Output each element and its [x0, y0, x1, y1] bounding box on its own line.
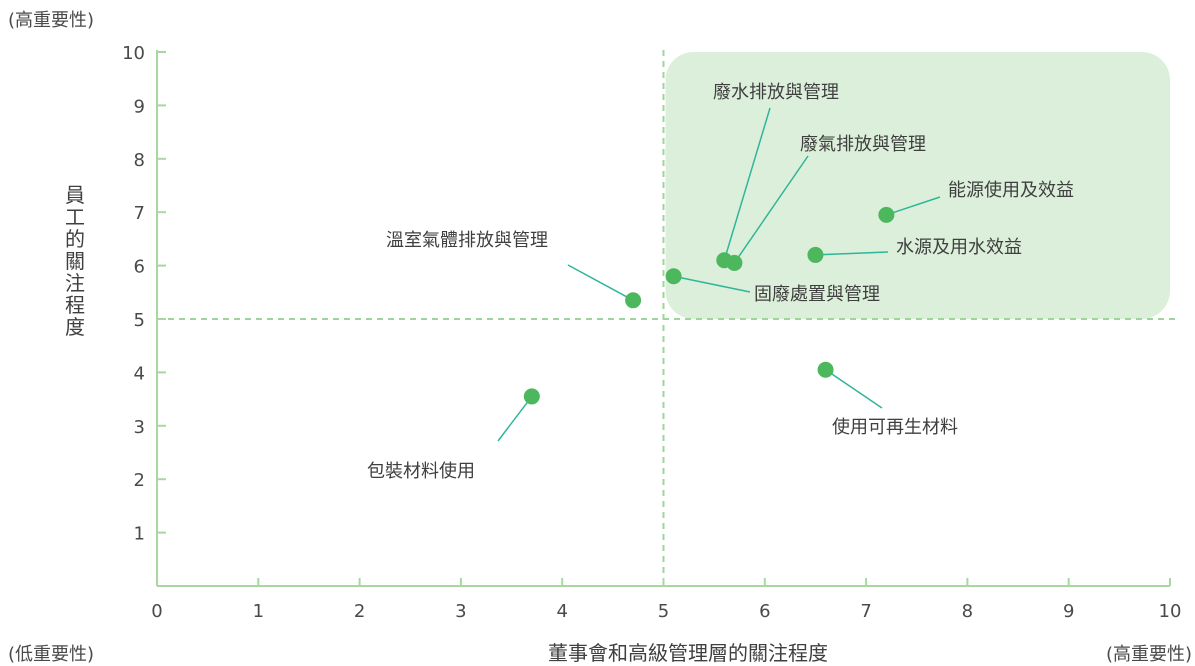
y-tick-label: 2 — [134, 470, 145, 491]
point-label: 能源使用及效益 — [948, 180, 1074, 201]
x-tick-label: 0 — [151, 601, 162, 622]
data-point — [807, 246, 824, 263]
x-axis-title: 董事會和高級管理層的關注程度 — [548, 641, 828, 665]
leader-line — [886, 196, 941, 216]
leader-lines — [497, 107, 941, 442]
point-label: 廢氣排放與管理 — [800, 134, 926, 155]
x-tick-label: 6 — [759, 601, 770, 622]
data-point — [817, 361, 834, 378]
point-label: 水源及用水效益 — [896, 237, 1022, 258]
y-tick-label: 1 — [134, 524, 145, 545]
y-tick-label: 3 — [134, 417, 145, 438]
y-tick-label: 6 — [134, 257, 145, 278]
x-low-importance-label: (低重要性) — [8, 644, 94, 665]
point-label: 廢水排放與管理 — [713, 82, 839, 103]
x-tick-label: 2 — [354, 601, 365, 622]
x-tick-label: 3 — [455, 601, 466, 622]
leader-line — [567, 264, 634, 301]
data-point — [523, 388, 540, 405]
leader-line — [825, 369, 883, 409]
x-tick-label: 10 — [1159, 601, 1182, 622]
point-label: 包裝材料使用 — [367, 461, 475, 482]
y-tick-label: 8 — [134, 150, 145, 171]
data-point — [625, 292, 642, 309]
y-tick-label: 5 — [134, 310, 145, 331]
y-tick-label: 9 — [134, 96, 145, 117]
tick-labels: 0 1 2 3 4 5 6 7 8 9 10 1 2 3 4 5 6 7 8 9 10 — [122, 43, 1181, 622]
point-label: 溫室氣體排放與管理 — [386, 230, 548, 251]
x-tick-label: 5 — [658, 601, 669, 622]
x-tick-label: 9 — [1063, 601, 1074, 622]
leader-line — [733, 155, 809, 264]
leader-line — [673, 275, 751, 293]
x-tick-label: 1 — [253, 601, 264, 622]
y-tick-label: 10 — [122, 43, 145, 64]
x-tick-label: 7 — [860, 601, 871, 622]
y-tick-label: 7 — [134, 203, 145, 224]
x-high-importance-label: (高重要性) — [1106, 644, 1192, 665]
x-tick-label: 4 — [556, 601, 567, 622]
data-point — [665, 268, 682, 285]
leader-line — [815, 251, 889, 256]
data-point — [878, 206, 895, 223]
y-axis-title: 員工的關注程度 — [65, 183, 85, 339]
data-point — [726, 254, 743, 271]
data-points — [523, 206, 895, 405]
x-tick-label: 8 — [962, 601, 973, 622]
point-label: 使用可再生材料 — [832, 417, 958, 438]
axes — [156, 50, 1171, 587]
threshold-lines — [157, 50, 1180, 586]
point-label: 固廢處置與管理 — [754, 284, 880, 305]
leader-line — [497, 395, 533, 442]
high-importance-region — [665, 52, 1170, 319]
leader-line — [723, 107, 771, 261]
y-tick-label: 4 — [134, 363, 145, 384]
y-high-importance-label: (高重要性) — [8, 10, 94, 31]
